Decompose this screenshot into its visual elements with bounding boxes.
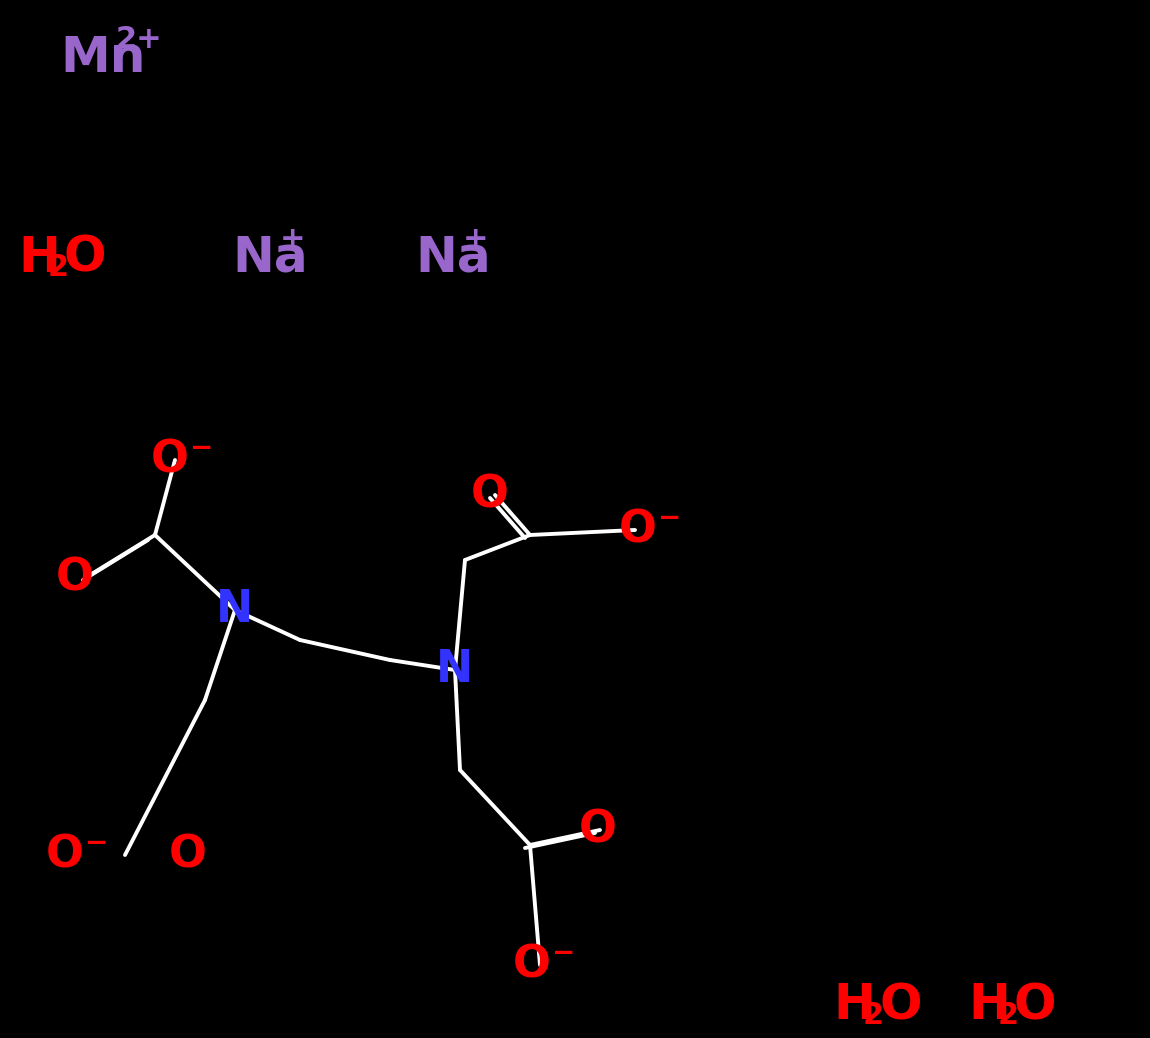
Text: O: O xyxy=(169,834,207,876)
Text: O: O xyxy=(46,834,84,876)
Text: N: N xyxy=(216,589,254,631)
Text: +: + xyxy=(279,225,306,254)
Text: −: − xyxy=(552,939,575,967)
Text: Mn: Mn xyxy=(60,34,145,82)
Text: H: H xyxy=(833,981,875,1029)
Text: O: O xyxy=(151,438,189,482)
Text: −: − xyxy=(190,434,213,462)
Text: O: O xyxy=(56,556,94,600)
Text: Na: Na xyxy=(232,234,308,282)
Text: 2: 2 xyxy=(862,1001,884,1030)
Text: Na: Na xyxy=(415,234,491,282)
Text: O: O xyxy=(580,809,616,851)
Text: N: N xyxy=(436,649,474,691)
Text: 2: 2 xyxy=(998,1001,1019,1030)
Text: −: − xyxy=(658,504,681,532)
Text: O: O xyxy=(472,473,509,517)
Text: O: O xyxy=(619,509,657,551)
Text: O: O xyxy=(64,234,107,282)
Text: 2: 2 xyxy=(48,253,69,282)
Text: O: O xyxy=(513,944,551,986)
Text: H: H xyxy=(18,234,60,282)
Text: O: O xyxy=(1014,981,1057,1029)
Text: H: H xyxy=(968,981,1010,1029)
Text: 2+: 2+ xyxy=(116,26,163,55)
Text: −: − xyxy=(85,829,108,857)
Text: O: O xyxy=(879,981,921,1029)
Text: +: + xyxy=(463,225,489,254)
